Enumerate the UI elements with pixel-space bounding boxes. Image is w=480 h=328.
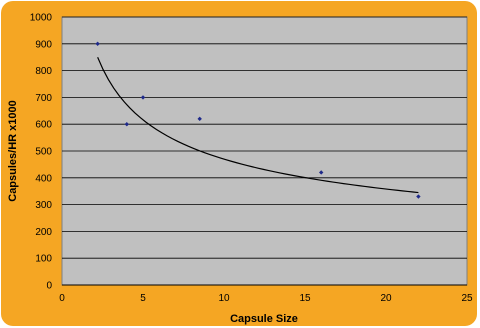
y-tick-label: 800 [35, 66, 52, 77]
y-tick-label: 0 [46, 281, 52, 292]
data-point-0 [95, 41, 100, 46]
y-tick-label: 700 [35, 93, 52, 104]
x-tick-label: 0 [59, 293, 65, 304]
y-tick-label: 900 [35, 39, 52, 50]
x-tick-label: 20 [380, 293, 392, 304]
data-points [95, 41, 421, 199]
trendline [97, 56, 419, 194]
data-point-2 [140, 95, 146, 100]
x-tick-label: 25 [461, 293, 473, 304]
data-point-3 [197, 116, 202, 122]
x-tick-label: 15 [299, 293, 311, 304]
y-tick-label: 400 [35, 173, 52, 184]
y-axis-title: Capsules/HR x1000 [7, 100, 19, 202]
x-axis-title: Capsule Size [230, 313, 298, 325]
y-tick-label: 300 [35, 200, 52, 211]
y-tick-labels: 0 100 200 300 400 500 600 700 800 900 1000 [30, 13, 53, 292]
y-tick-label: 200 [35, 227, 52, 238]
y-tick-label: 1000 [30, 13, 53, 24]
x-tick-label: 5 [140, 293, 146, 304]
x-tick-labels: 0 5 10 15 20 25 [59, 293, 473, 304]
y-tick-label: 600 [35, 120, 52, 131]
data-point-1 [124, 122, 129, 127]
x-tick-label: 10 [218, 293, 230, 304]
y-tick-label: 100 [35, 254, 52, 265]
y-tick-label: 500 [35, 147, 52, 158]
data-point-4 [319, 170, 324, 175]
grid-layer [62, 16, 467, 286]
data-point-5 [416, 194, 421, 199]
